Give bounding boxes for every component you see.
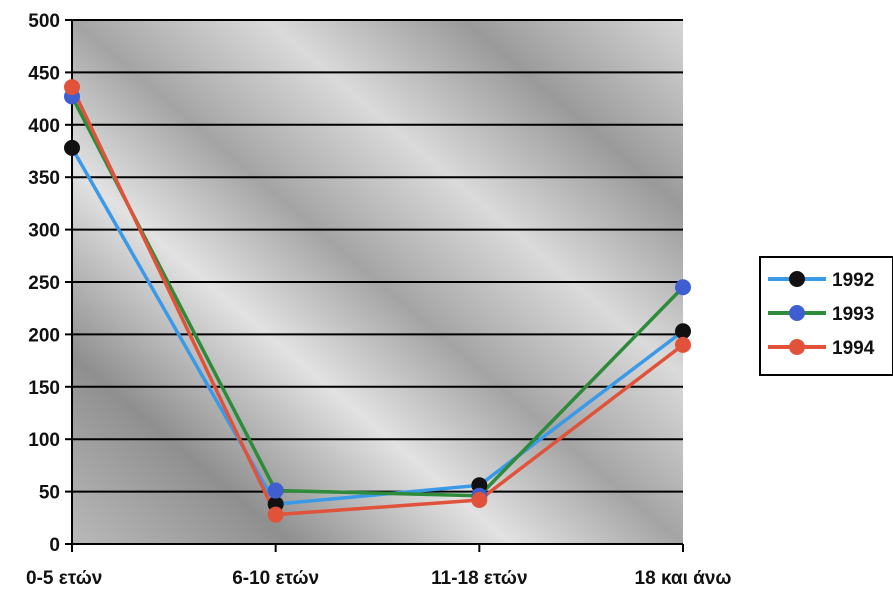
data-point-1993 [267, 482, 284, 499]
y-tick-label: 200 [28, 325, 60, 346]
legend-marker-1992 [789, 271, 805, 287]
series-line-1994 [70, 86, 685, 517]
data-point-1994 [675, 336, 691, 353]
legend-box [759, 256, 893, 376]
y-tick-label: 100 [28, 430, 60, 451]
legend: 1992 1993 1994 [759, 256, 893, 376]
y-tick-label: 500 [28, 11, 60, 32]
y-tick-label: 150 [28, 378, 60, 399]
series-line-1993 [70, 95, 685, 498]
y-tick-label: 0 [49, 535, 60, 556]
series-group [64, 79, 691, 523]
y-axis-ticks: 0 50 100 150 200 250 300 350 400 450 500 [28, 11, 72, 556]
data-point-1994 [267, 506, 284, 523]
y-tick-label: 450 [28, 63, 60, 84]
legend-label: 1993 [832, 304, 874, 325]
legend-label: 1992 [832, 270, 874, 291]
legend-marker-1994 [789, 339, 805, 355]
axes [71, 20, 683, 551]
y-tick-label: 300 [28, 221, 60, 242]
legend-label: 1994 [832, 338, 875, 359]
data-point-1994 [471, 491, 488, 508]
legend-marker-1993 [789, 305, 805, 321]
data-point-1993 [675, 279, 691, 296]
data-point-1992 [675, 323, 691, 340]
y-tick-label: 50 [39, 483, 60, 504]
data-point-1994 [64, 79, 80, 96]
x-axis-ticks: 0-5 ετών 6-10 ετών 11-18 ετών 18 και άνω [26, 544, 731, 589]
x-tick-label: 18 και άνω [635, 568, 732, 589]
x-tick-label: 11-18 ετών [431, 568, 527, 589]
data-point-1992 [64, 139, 80, 156]
y-tick-label: 400 [28, 116, 60, 137]
y-tick-label: 250 [28, 273, 60, 294]
x-tick-label: 0-5 ετών [26, 568, 102, 589]
x-tick-label: 6-10 ετών [232, 568, 319, 589]
y-tick-label: 350 [28, 168, 60, 189]
